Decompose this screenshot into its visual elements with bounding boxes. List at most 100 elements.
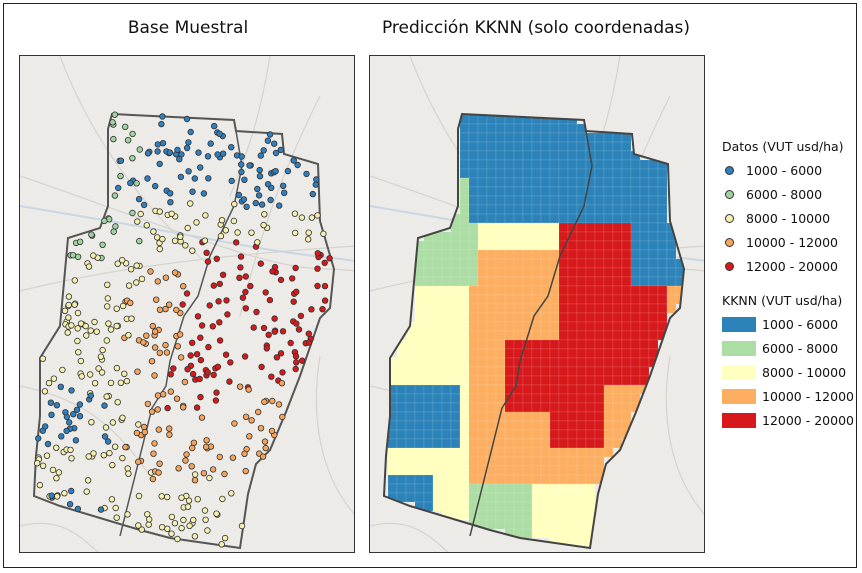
raster-cell bbox=[468, 393, 479, 404]
raster-cell bbox=[414, 276, 425, 287]
sample-point bbox=[184, 224, 191, 232]
raster-cell bbox=[468, 150, 479, 161]
raster-cell bbox=[594, 141, 605, 152]
raster-cell bbox=[504, 339, 515, 350]
raster-cell bbox=[621, 159, 632, 170]
raster-cell bbox=[657, 213, 668, 224]
raster-cell bbox=[477, 240, 488, 251]
raster-cell bbox=[405, 402, 416, 413]
raster-cell bbox=[558, 177, 569, 188]
raster-cell bbox=[576, 186, 587, 197]
sample-point bbox=[188, 339, 196, 346]
raster-cell bbox=[594, 348, 605, 359]
raster-cell bbox=[495, 285, 506, 296]
raster-cell bbox=[603, 420, 614, 431]
raster-cell bbox=[648, 303, 659, 314]
raster-cell bbox=[603, 132, 614, 143]
raster-cell bbox=[657, 258, 668, 269]
raster-cell bbox=[621, 303, 632, 314]
raster-cell bbox=[585, 204, 596, 215]
raster-cell bbox=[504, 249, 515, 260]
raster-cell bbox=[630, 276, 641, 287]
raster-cell bbox=[477, 231, 488, 242]
sample-map[interactable] bbox=[19, 55, 355, 553]
sample-point bbox=[39, 462, 47, 469]
raster-cell bbox=[486, 150, 497, 161]
raster-cell bbox=[576, 474, 587, 485]
raster-cell bbox=[459, 447, 470, 458]
raster-cell bbox=[513, 186, 524, 197]
sample-point bbox=[240, 196, 248, 203]
raster-cell bbox=[423, 420, 434, 431]
raster-cell bbox=[396, 483, 407, 494]
raster-cell bbox=[468, 357, 479, 368]
sample-point bbox=[104, 295, 111, 302]
raster-cell bbox=[441, 321, 452, 332]
raster-cell bbox=[648, 312, 659, 323]
raster-cell bbox=[459, 456, 470, 467]
raster-cell bbox=[540, 447, 551, 458]
raster-cell bbox=[459, 393, 470, 404]
raster-cell bbox=[558, 429, 569, 440]
raster-cell bbox=[594, 240, 605, 251]
raster-cell bbox=[585, 330, 596, 341]
raster-cell bbox=[486, 420, 497, 431]
sample-point bbox=[107, 379, 115, 387]
raster-cell bbox=[531, 258, 542, 269]
raster-cell bbox=[558, 393, 569, 404]
raster-cell bbox=[423, 447, 434, 458]
raster-cell bbox=[540, 186, 551, 197]
prediction-map[interactable] bbox=[369, 55, 705, 553]
sample-point bbox=[277, 146, 284, 154]
sample-point bbox=[238, 168, 245, 176]
raster-cell bbox=[486, 330, 497, 341]
raster-cell bbox=[522, 366, 533, 377]
raster-cell bbox=[639, 222, 650, 233]
raster-cell bbox=[405, 420, 416, 431]
raster-cell bbox=[495, 195, 506, 206]
raster-cell bbox=[612, 366, 623, 377]
raster-legend-label: 10000 - 12000 bbox=[762, 388, 854, 404]
sample-point bbox=[216, 319, 223, 326]
raster-cell bbox=[576, 150, 587, 161]
sample-point bbox=[260, 221, 267, 229]
raster-cell bbox=[477, 186, 488, 197]
raster-legend-label: 12000 - 20000 bbox=[762, 412, 854, 428]
raster-cell bbox=[495, 141, 506, 152]
raster-cell bbox=[513, 213, 524, 224]
raster-cell bbox=[567, 357, 578, 368]
raster-cell bbox=[567, 501, 578, 512]
raster-cell bbox=[477, 177, 488, 188]
raster-cell bbox=[522, 402, 533, 413]
sample-point bbox=[235, 191, 243, 199]
raster-cell bbox=[567, 177, 578, 188]
raster-cell bbox=[513, 375, 524, 386]
sample-point bbox=[183, 144, 191, 152]
sample-point bbox=[138, 526, 145, 533]
sample-point bbox=[181, 378, 189, 386]
raster-cell bbox=[495, 267, 506, 278]
sample-point bbox=[74, 325, 81, 332]
sample-point bbox=[145, 516, 153, 523]
raster-cell bbox=[495, 186, 506, 197]
sample-point bbox=[156, 306, 164, 313]
raster-cell bbox=[567, 429, 578, 440]
raster-cell bbox=[585, 348, 596, 359]
raster-cell bbox=[396, 357, 407, 368]
raster-cell bbox=[639, 285, 650, 296]
sample-point bbox=[255, 192, 263, 199]
sample-point bbox=[202, 516, 209, 523]
raster-cell bbox=[567, 510, 578, 521]
raster-cell bbox=[486, 321, 497, 332]
sample-point bbox=[145, 521, 152, 528]
sample-point bbox=[135, 522, 142, 529]
sample-point bbox=[234, 229, 241, 236]
raster-cell bbox=[396, 393, 407, 404]
raster-cell bbox=[495, 321, 506, 332]
raster-cell bbox=[567, 303, 578, 314]
sample-point bbox=[100, 452, 107, 459]
raster-cell bbox=[612, 348, 623, 359]
raster-cell bbox=[576, 249, 587, 260]
raster-cell bbox=[549, 150, 560, 161]
raster-cell bbox=[540, 483, 551, 494]
